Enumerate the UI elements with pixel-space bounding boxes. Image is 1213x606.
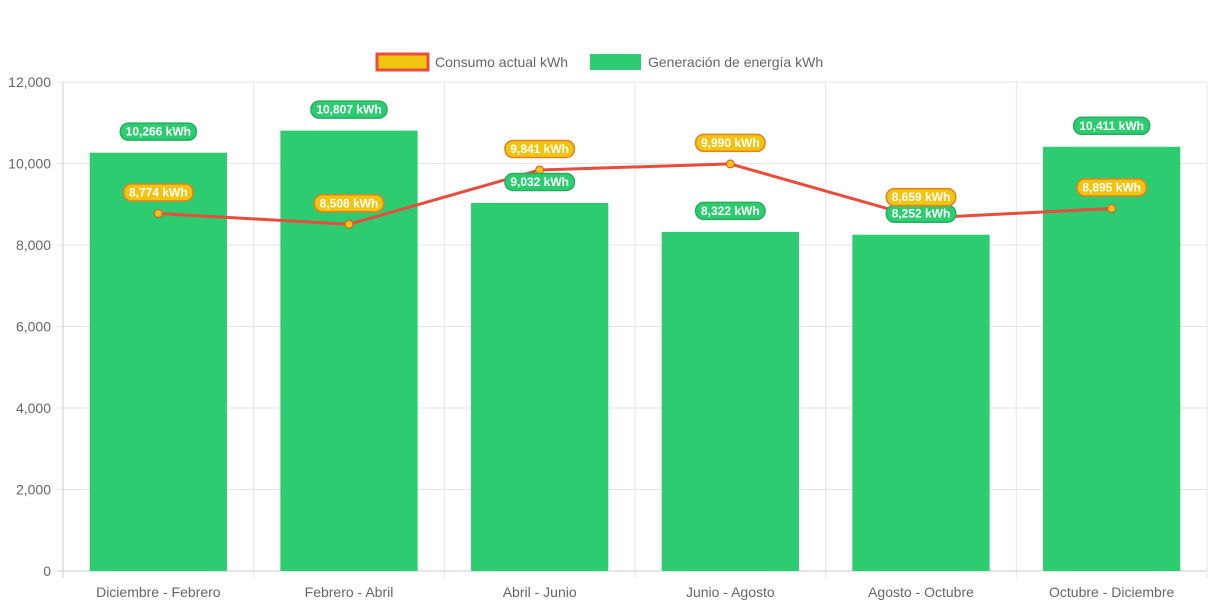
x-tick-label: Agosto - Octubre: [868, 584, 974, 600]
bar-data-label: 10,266 kWh: [126, 125, 191, 139]
x-tick-label: Octubre - Diciembre: [1049, 584, 1174, 600]
bar-data-label-bg: [119, 122, 198, 141]
y-tick-label: 12,000: [8, 74, 51, 90]
line-data-label-bg: [313, 194, 385, 213]
line-data-label-bg: [122, 183, 194, 202]
line-data-label-bg: [504, 139, 576, 159]
x-axis: Diciembre - Febrero Febrero - Abril Abril …: [96, 584, 1174, 600]
line-data-label: 9,990 kWh: [701, 136, 760, 150]
bar[interactable]: [661, 231, 799, 572]
bar-data-label-bg: [310, 100, 388, 119]
bar-data-label-bg: [504, 172, 576, 192]
line-data-label: 8,659 kWh: [892, 190, 951, 204]
line-data-label: 8,508 kWh: [320, 196, 379, 210]
y-tick-label: 0: [43, 563, 51, 579]
x-tick-label: Diciembre - Febrero: [96, 584, 221, 600]
line-data-label-bg: [694, 133, 766, 153]
x-tick-label: Febrero - Abril: [305, 584, 394, 600]
bar-series: [89, 130, 1181, 572]
gridlines: [57, 81, 1208, 578]
line-point[interactable]: [344, 219, 354, 229]
line-data-label: 8,895 kWh: [1082, 181, 1141, 195]
bar-data-label: 8,322 kWh: [701, 204, 760, 218]
x-tick-label: Junio - Agosto: [686, 584, 775, 600]
y-tick-label: 10,000: [8, 156, 51, 172]
bar-data-label: 10,807 kWh: [316, 103, 381, 117]
legend-label-generacion[interactable]: Generación de energía kWh: [648, 54, 823, 70]
legend-swatch-generacion[interactable]: [590, 54, 641, 70]
bar-data-label-bg: [694, 201, 766, 221]
legend: Consumo actual kWh Generación de energía …: [375, 52, 823, 72]
y-tick-label: 2,000: [16, 482, 51, 498]
line-data-label-bg: [1076, 178, 1148, 197]
legend-swatch-consumo[interactable]: [375, 52, 430, 72]
line-point[interactable]: [725, 159, 735, 169]
legend-label-consumo[interactable]: Consumo actual kWh: [435, 54, 568, 70]
x-tick-label: Abril - Junio: [503, 584, 577, 600]
bar-data-label: 9,032 kWh: [510, 175, 569, 189]
y-tick-label: 4,000: [16, 400, 51, 416]
line-data-label-bg: [885, 187, 957, 207]
line-point[interactable]: [153, 208, 163, 218]
data-labels: 10,266 kWh 10,807 kWh 9,032 kWh 8,322 kWh 8,…: [119, 100, 1151, 223]
bar[interactable]: [471, 202, 609, 572]
line-point[interactable]: [1107, 204, 1117, 214]
line-data-label: 9,841 kWh: [510, 142, 569, 156]
bar-data-label: 10,411 kWh: [1079, 119, 1144, 133]
y-tick-label: 6,000: [16, 319, 51, 335]
line-data-label: 8,774 kWh: [129, 185, 188, 199]
bar[interactable]: [852, 234, 990, 571]
bar-data-label-bg: [1072, 116, 1151, 136]
bar-data-label: 8,252 kWh: [892, 207, 951, 221]
bar[interactable]: [1043, 146, 1181, 571]
y-axis: 0 2,000 4,000 6,000 8,000 10,000 12,000: [8, 74, 51, 579]
y-tick-label: 8,000: [16, 237, 51, 253]
bar[interactable]: [89, 152, 227, 571]
